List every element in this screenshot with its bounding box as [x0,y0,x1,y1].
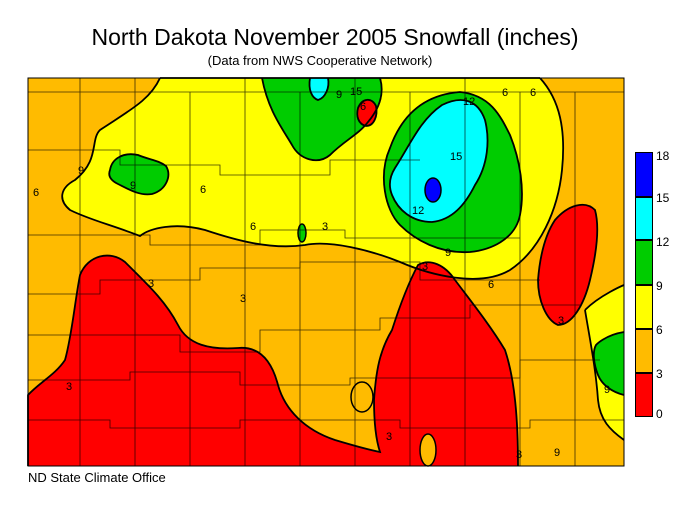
contour-label: 12 [412,205,424,217]
county-boundaries [28,78,624,466]
legend-label: 9 [656,279,663,293]
contour-label: 3 [516,449,522,461]
contour-label: 6 [488,279,494,291]
zone-0-3-southwest [28,255,518,466]
legend-label: 6 [656,323,663,337]
legend-swatch-6-9 [635,285,653,329]
legend-label: 12 [656,235,670,249]
contour-label: 3 [422,261,428,273]
contour-label: 9 [604,384,610,396]
contour-labels: 3 3 3 3 3 3 3 3 6 6 6 6 6 6 6 9 9 9 9 9 … [33,86,610,461]
zone-9-12-west [109,154,169,195]
legend-swatch-12-15 [635,197,653,240]
legend-label: 0 [656,407,663,421]
map-frame [27,77,625,467]
contour-label: 6 [360,101,366,113]
contour-label: 3 [322,221,328,233]
contour-label: 6 [250,221,256,233]
zone-12-15-north [309,78,329,100]
contour-label: 9 [78,165,84,177]
zone-0-3-east [538,204,598,325]
credit-text: ND State Climate Office [28,470,166,485]
zone-3-6-island-a [350,381,374,413]
contour-label: 6 [502,87,508,99]
legend-swatch-0-3 [635,373,653,417]
contour-label: 9 [130,180,136,192]
zone-9-12-southeast [593,332,624,395]
contour-label: 6 [200,184,206,196]
contour-label: 6 [530,87,536,99]
map-subtitle: (Data from NWS Cooperative Network) [207,53,433,68]
contour-label: 3 [148,278,154,290]
zone-12-15-northeast [389,100,488,222]
contour-label: 3 [66,381,72,393]
legend-label: 3 [656,367,663,381]
contour-label: 9 [336,89,342,101]
zone-9-12-island [297,223,307,243]
zone-3-6-island-b [419,433,437,467]
legend-swatch-9-12 [635,240,653,285]
legend-swatch-15-18 [635,152,653,197]
contour-label: 12 [463,96,475,108]
zone-15-18-peak [424,177,442,203]
legend-label: 15 [656,191,670,205]
contour-label: 9 [554,447,560,459]
legend-label: 18 [656,149,670,163]
contour-label: 3 [386,431,392,443]
contour-label: 15 [450,151,462,163]
contour-label: 3 [558,315,564,327]
map-title: North Dakota November 2005 Snowfall (inc… [91,24,579,50]
contour-label: 15 [350,86,362,98]
legend-swatch-3-6 [635,329,653,373]
contour-label: 9 [445,247,451,259]
contour-label: 3 [240,293,246,305]
zone-0-3-north [357,99,377,126]
contour-label: 6 [33,187,39,199]
zone-9-12-north [262,78,382,161]
